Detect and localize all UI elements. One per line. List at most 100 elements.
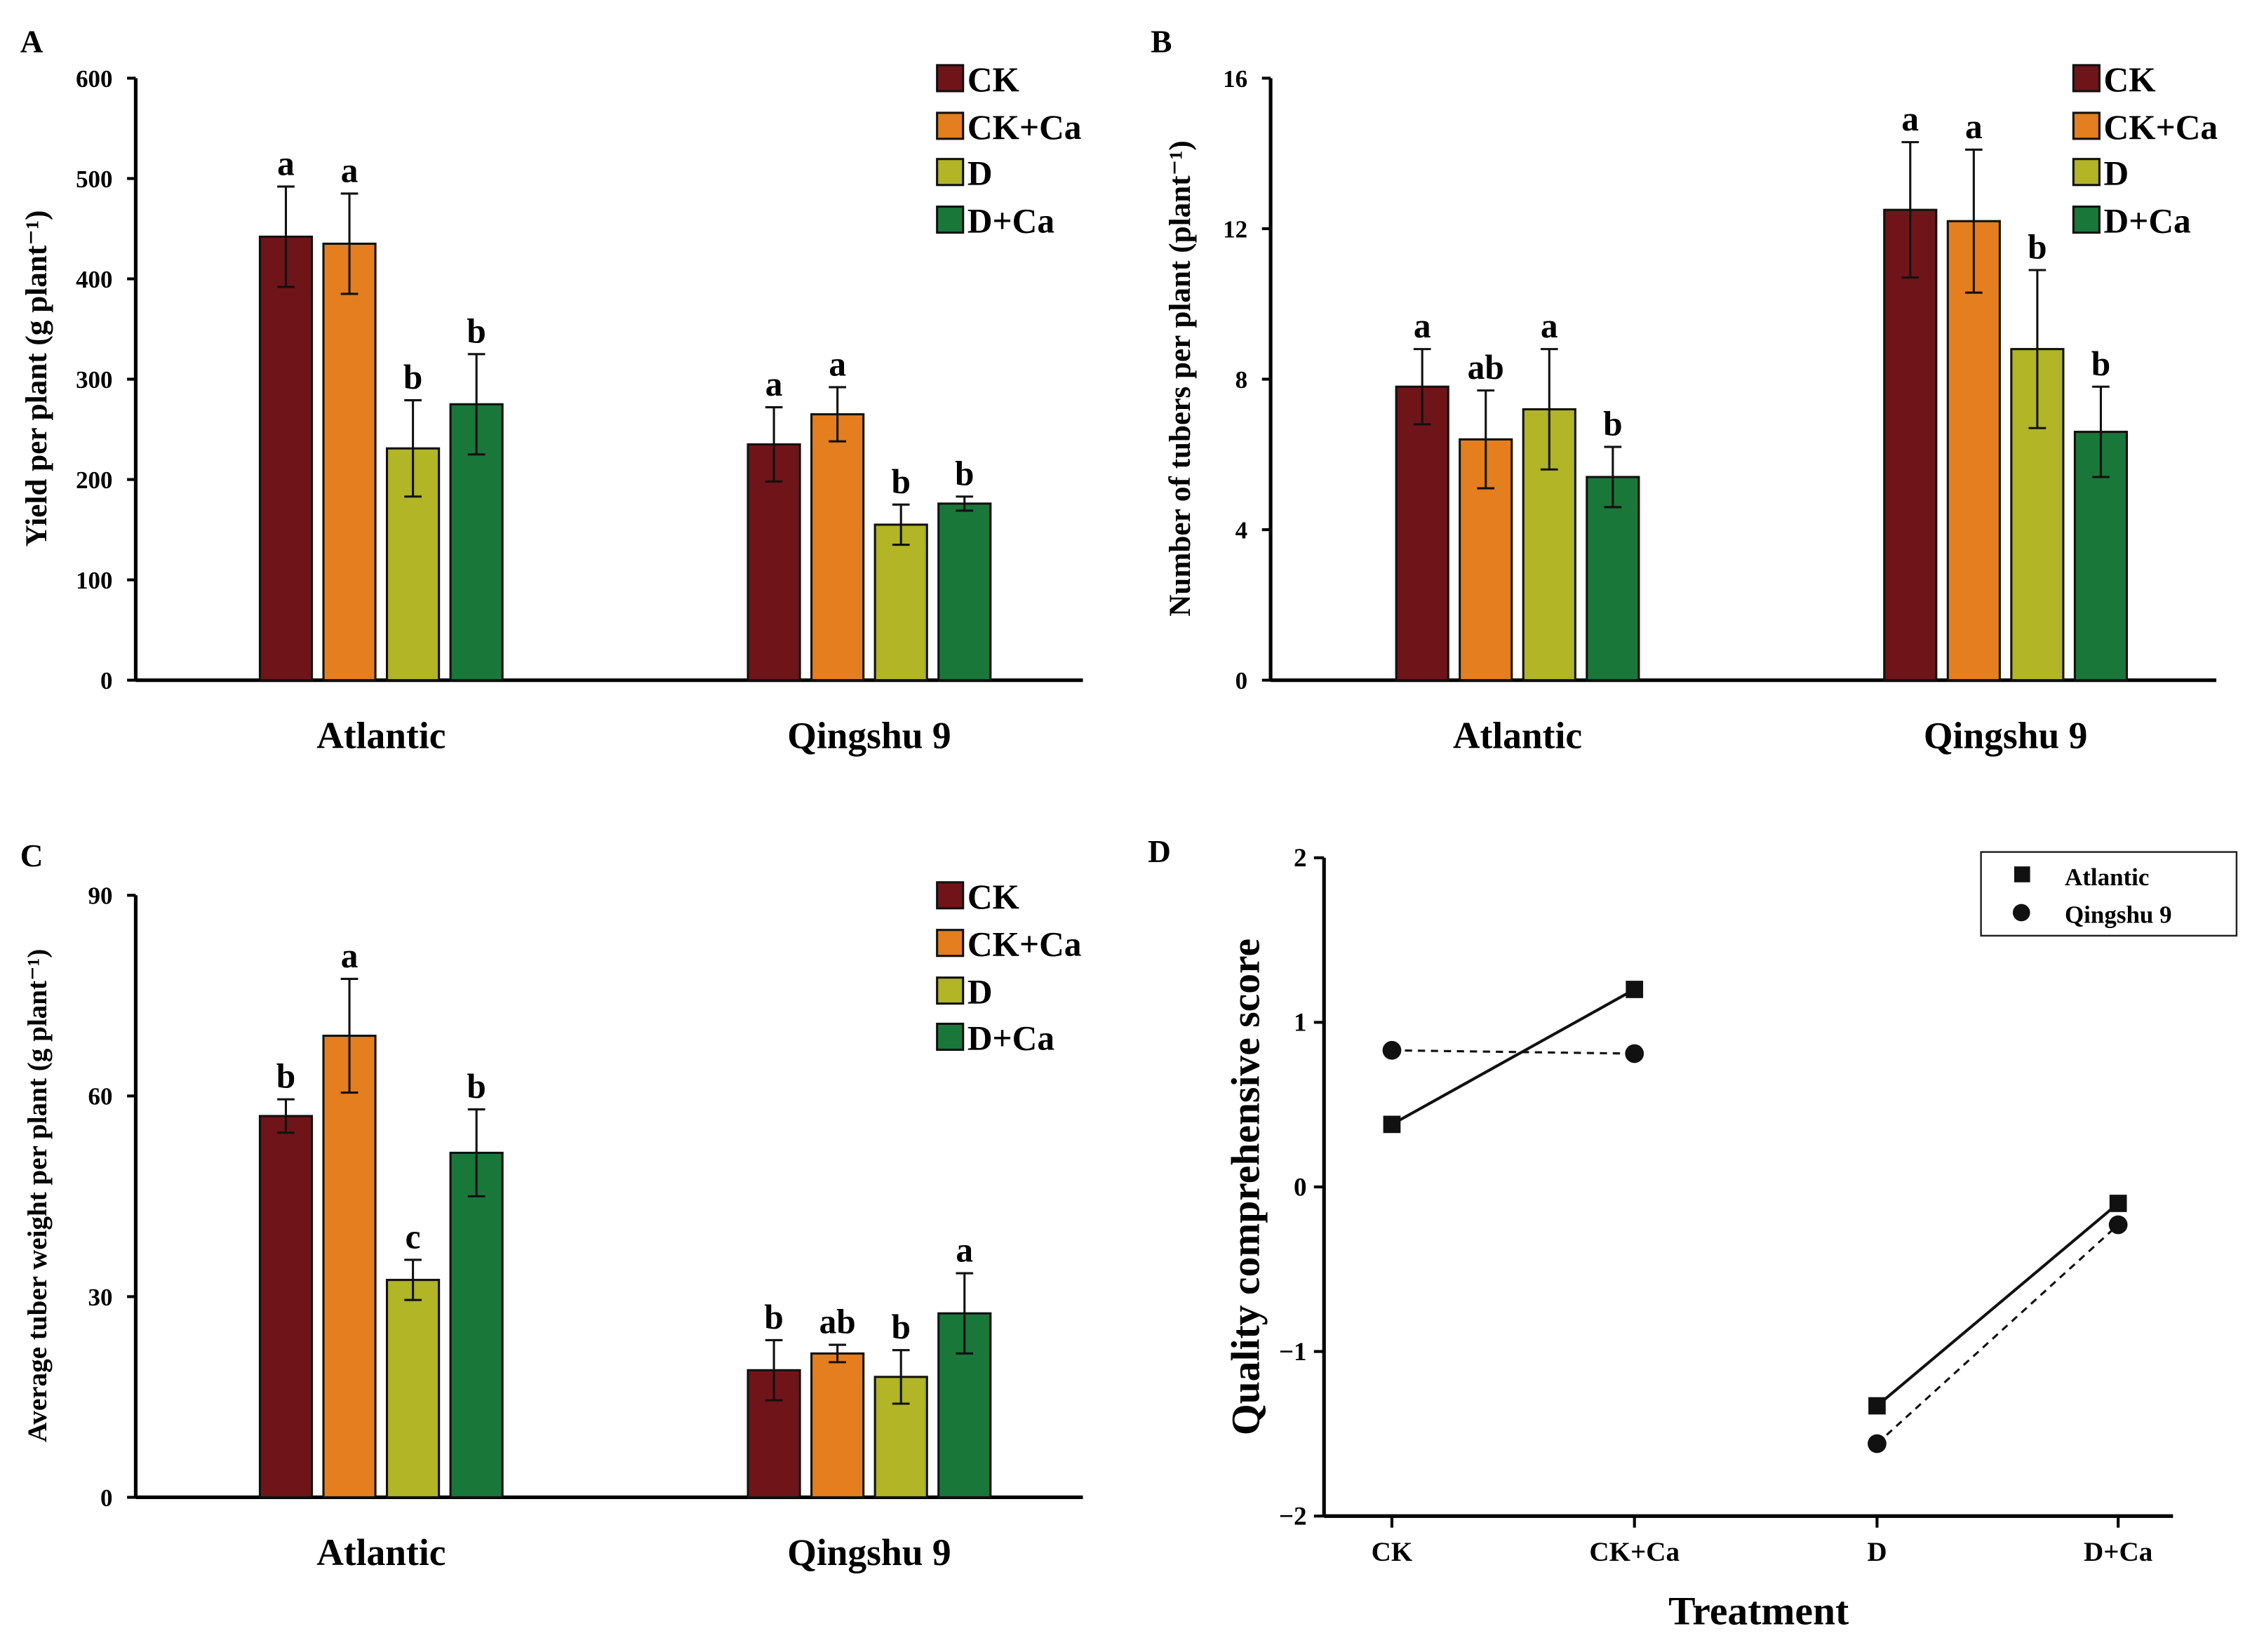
legend-swatch [936, 206, 965, 234]
legend-label: Qingshu 9 [2065, 901, 2172, 928]
series-line-atlantic [1876, 1202, 2119, 1407]
bar-ck-plus-ca [810, 413, 865, 682]
bar-ck [1395, 385, 1449, 682]
x-tick-label: CK+Ca [1589, 1537, 1680, 1567]
panel-B: B 0 4 8 12 16 Number of tubers per plant (plan… [1151, 24, 2218, 756]
legend-swatch [936, 976, 965, 1005]
legend-label: CK [967, 60, 1020, 99]
legend-label: Atlantic [2065, 864, 2149, 891]
bar-d [873, 523, 928, 682]
y-axis-label: Number of tubers per plant (plant⁻¹) [1163, 140, 1197, 617]
bar-ck [258, 1115, 314, 1499]
legend-swatch [936, 64, 965, 93]
x-category-label: Qingshu 9 [1924, 714, 2087, 756]
legend-label: CK+Ca [967, 108, 1082, 147]
point-circle [1625, 1044, 1645, 1063]
legend-swatch [2072, 206, 2101, 234]
significance-letter: ab [1468, 348, 1504, 387]
legend-box [1980, 851, 2238, 937]
y-tick-label: 90 [88, 882, 113, 910]
significance-letter: a [1541, 307, 1558, 345]
y-tick-label: 600 [76, 65, 112, 93]
y-tick-label: 12 [1223, 215, 1247, 243]
y-tick-label: 500 [76, 166, 112, 193]
significance-letter: b [2028, 228, 2047, 267]
y-tick-label: 400 [76, 266, 112, 293]
point-circle [2108, 1215, 2128, 1235]
bar-ck-plus-ca [810, 1352, 865, 1499]
bar-ck [258, 235, 314, 682]
panel-letter: C [20, 838, 43, 873]
y-tick-label: 0 [100, 667, 112, 694]
significance-letter: b [467, 311, 485, 350]
significance-letter: a [1414, 307, 1431, 345]
legend-label: D [967, 973, 993, 1012]
significance-letter: b [764, 1298, 783, 1336]
y-tick-label: −2 [1279, 1503, 1307, 1531]
legend-label: CK [967, 878, 1020, 916]
significance-letter: b [467, 1067, 485, 1106]
significance-letter: c [406, 1218, 421, 1256]
legend-marker-square [2014, 866, 2030, 882]
legend-swatch [2072, 112, 2101, 140]
panel-letter: B [1151, 24, 1172, 59]
legend-label: CK+Ca [2104, 108, 2218, 147]
point-circle [1382, 1040, 1402, 1060]
y-tick-label: 200 [76, 466, 112, 494]
bar-ck [1883, 208, 1938, 682]
significance-letter: a [829, 345, 846, 384]
x-axis-label: Treatment [1668, 1590, 1849, 1634]
y-tick-label: 1 [1294, 1009, 1307, 1037]
significance-letter: a [277, 144, 295, 182]
significance-letter: b [2091, 344, 2110, 383]
panel-letter: A [20, 24, 43, 59]
x-category-label: Qingshu 9 [787, 714, 951, 756]
y-tick-label: 100 [76, 567, 112, 594]
series-line-atlantic [1391, 988, 1635, 1126]
point-circle [1868, 1434, 1887, 1453]
series-line-qingshu-9 [1876, 1223, 2119, 1445]
significance-letter: b [276, 1057, 295, 1096]
x-category-label: Qingshu 9 [787, 1531, 951, 1573]
y-tick-label: 0 [1294, 1173, 1307, 1202]
legend-swatch [936, 158, 965, 187]
significance-letter: a [341, 151, 359, 189]
significance-letter: a [956, 1231, 973, 1270]
y-tick-label: 30 [88, 1284, 113, 1311]
y-tick-label: 300 [76, 366, 112, 394]
x-tick-label: D+Ca [2084, 1537, 2152, 1567]
bar-ck-plus-ca [322, 1034, 377, 1499]
legend-swatch [936, 881, 965, 910]
significance-letter: b [891, 462, 910, 501]
significance-letter: b [1603, 405, 1622, 443]
y-axis-label: Average tuber weight per plant (g plant⁻… [22, 949, 53, 1442]
bar-ck [746, 443, 801, 682]
bar-d-plus-ca [449, 1151, 504, 1499]
legend-label: D [967, 154, 993, 193]
point-square [1868, 1397, 1886, 1415]
point-square [1626, 981, 1644, 998]
legend-label: D [2104, 154, 2129, 193]
bar-d-plus-ca [937, 502, 992, 682]
legend-swatch [2072, 158, 2101, 187]
legend-swatch [2072, 64, 2101, 93]
significance-letter: a [1901, 100, 1919, 138]
point-square [2109, 1195, 2127, 1212]
panel-A: A 0 100 200 300 400 500 600 Yield per plant (g p… [20, 24, 1083, 756]
y-axis-label: Yield per plant (g plant⁻¹) [20, 210, 53, 547]
significance-letter: b [891, 1308, 910, 1346]
y-tick-label: 0 [100, 1484, 112, 1512]
y-tick-label: 4 [1235, 516, 1247, 544]
y-tick-label: 8 [1235, 366, 1247, 394]
x-category-label: Atlantic [316, 1531, 446, 1573]
point-square [1383, 1115, 1401, 1134]
legend-label: D+Ca [2104, 202, 2191, 241]
y-tick-label: 0 [1235, 667, 1247, 694]
legend-label: D+Ca [967, 202, 1054, 241]
y-tick-label: 16 [1223, 65, 1247, 93]
legend-label: D+Ca [967, 1019, 1054, 1057]
x-tick-label: D [1867, 1537, 1887, 1567]
bar-d [386, 1279, 441, 1499]
significance-letter: a [765, 365, 783, 403]
